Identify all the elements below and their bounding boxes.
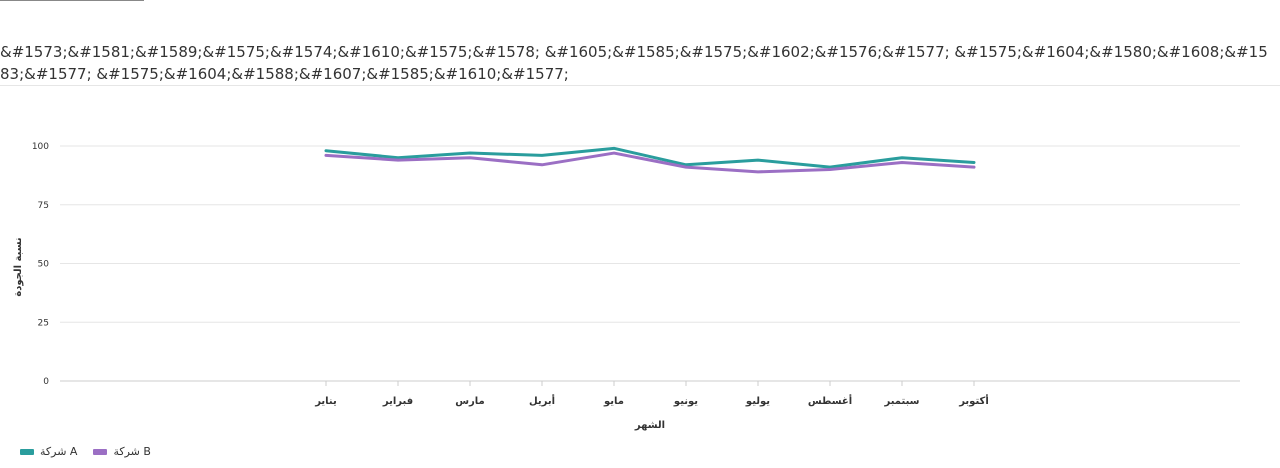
x-axis-ticks: يناير فبراير مارس أبريل مايو يونيو يوليو أغسطس س… <box>314 381 989 407</box>
legend-swatch <box>20 448 34 455</box>
y-tick-label: 0 <box>43 377 49 387</box>
legend-item-2[interactable]: شركة B <box>93 445 151 458</box>
y-axis-ticks: 0 25 50 75 100 <box>32 142 49 387</box>
y-tick-label: 50 <box>38 260 50 270</box>
chart-title: &#1573;&#1581;&#1589;&#1575;&#1574;&#161… <box>0 43 1268 83</box>
title-divider <box>0 85 1280 86</box>
legend-swatch <box>93 448 108 455</box>
x-tick-label: يناير <box>314 396 337 407</box>
x-tick-label: سبتمبر <box>883 396 919 407</box>
legend-label: شركة A <box>40 445 78 458</box>
line-chart: 0 25 50 75 100 يناير فبراير مارس أبريل مايو يونيو… <box>13 142 1240 431</box>
grid-lines <box>60 145 1240 382</box>
legend-item-1[interactable]: شركة A <box>20 445 77 458</box>
y-tick-label: 100 <box>32 142 49 152</box>
y-axis-label: نسبة الجودة <box>13 237 24 296</box>
x-tick-label: يوليو <box>745 396 770 407</box>
x-tick-label: فبراير <box>382 396 413 407</box>
x-tick-label: أغسطس <box>808 394 852 407</box>
series-line-2 <box>324 151 976 174</box>
series-line-1 <box>324 146 976 169</box>
top-divider <box>0 0 144 1</box>
series-lines <box>324 146 976 174</box>
x-axis-label: الشهر <box>634 420 665 431</box>
x-tick-label: أكتوبر <box>958 394 989 407</box>
x-tick-label: مارس <box>455 396 485 407</box>
legend-label: شركة B <box>113 445 151 458</box>
legend: شركة A شركة B <box>20 445 151 458</box>
y-tick-label: 75 <box>38 201 49 211</box>
x-tick-label: أبريل <box>529 394 555 407</box>
x-tick-label: يونيو <box>673 396 698 407</box>
x-tick-label: مايو <box>603 396 624 407</box>
y-tick-label: 25 <box>38 318 49 328</box>
